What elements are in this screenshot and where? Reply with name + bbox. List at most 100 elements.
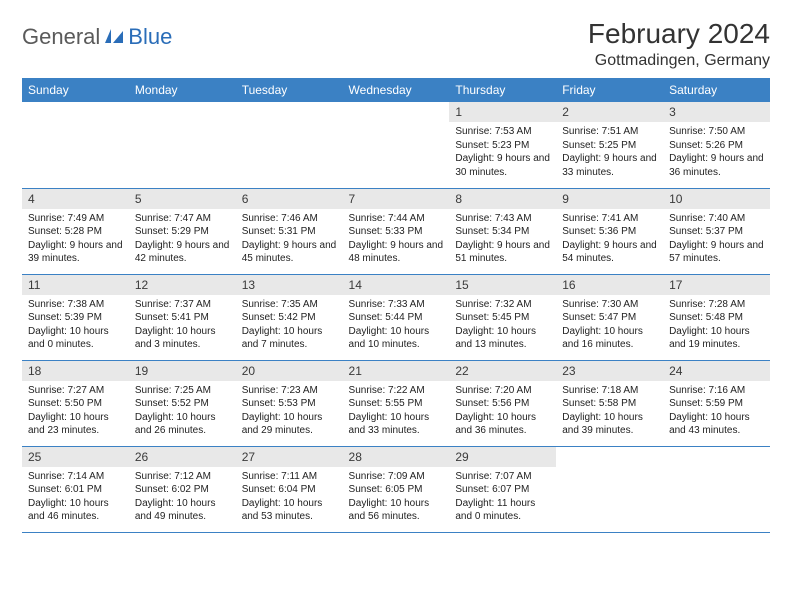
day-number: 1	[449, 102, 556, 122]
day-number: 8	[449, 189, 556, 209]
calendar-day-cell: 2Sunrise: 7:51 AMSunset: 5:25 PMDaylight…	[556, 102, 663, 188]
day-sun-info: Sunrise: 7:11 AMSunset: 6:04 PMDaylight:…	[236, 467, 343, 528]
weekday-header: Saturday	[663, 78, 770, 102]
day-number: 21	[343, 361, 450, 381]
day-sun-info: Sunrise: 7:49 AMSunset: 5:28 PMDaylight:…	[22, 209, 129, 270]
calendar-day-cell: 7Sunrise: 7:44 AMSunset: 5:33 PMDaylight…	[343, 188, 450, 274]
day-sun-info: Sunrise: 7:30 AMSunset: 5:47 PMDaylight:…	[556, 295, 663, 356]
day-number: 18	[22, 361, 129, 381]
calendar-day-cell: 23Sunrise: 7:18 AMSunset: 5:58 PMDayligh…	[556, 360, 663, 446]
logo: General Blue	[22, 24, 172, 50]
day-sun-info: Sunrise: 7:14 AMSunset: 6:01 PMDaylight:…	[22, 467, 129, 528]
day-sun-info: Sunrise: 7:38 AMSunset: 5:39 PMDaylight:…	[22, 295, 129, 356]
calendar-week-row: 1Sunrise: 7:53 AMSunset: 5:23 PMDaylight…	[22, 102, 770, 188]
logo-text-general: General	[22, 24, 100, 50]
calendar-day-cell	[129, 102, 236, 188]
day-number: 11	[22, 275, 129, 295]
day-number: 17	[663, 275, 770, 295]
day-number: 23	[556, 361, 663, 381]
day-sun-info: Sunrise: 7:12 AMSunset: 6:02 PMDaylight:…	[129, 467, 236, 528]
calendar-day-cell: 22Sunrise: 7:20 AMSunset: 5:56 PMDayligh…	[449, 360, 556, 446]
day-number: 9	[556, 189, 663, 209]
day-number	[22, 102, 129, 122]
day-number: 5	[129, 189, 236, 209]
day-sun-info: Sunrise: 7:46 AMSunset: 5:31 PMDaylight:…	[236, 209, 343, 270]
day-number: 22	[449, 361, 556, 381]
month-year-title: February 2024	[588, 18, 770, 50]
calendar-day-cell	[556, 446, 663, 532]
calendar-day-cell: 1Sunrise: 7:53 AMSunset: 5:23 PMDaylight…	[449, 102, 556, 188]
day-sun-info: Sunrise: 7:27 AMSunset: 5:50 PMDaylight:…	[22, 381, 129, 442]
day-number	[343, 102, 450, 122]
day-sun-info: Sunrise: 7:18 AMSunset: 5:58 PMDaylight:…	[556, 381, 663, 442]
calendar-day-cell: 11Sunrise: 7:38 AMSunset: 5:39 PMDayligh…	[22, 274, 129, 360]
calendar-day-cell	[663, 446, 770, 532]
calendar-day-cell: 6Sunrise: 7:46 AMSunset: 5:31 PMDaylight…	[236, 188, 343, 274]
calendar-week-row: 4Sunrise: 7:49 AMSunset: 5:28 PMDaylight…	[22, 188, 770, 274]
day-number: 15	[449, 275, 556, 295]
day-number: 26	[129, 447, 236, 467]
day-number	[236, 102, 343, 122]
day-number	[129, 102, 236, 122]
calendar-day-cell: 5Sunrise: 7:47 AMSunset: 5:29 PMDaylight…	[129, 188, 236, 274]
calendar-day-cell: 27Sunrise: 7:11 AMSunset: 6:04 PMDayligh…	[236, 446, 343, 532]
calendar-week-row: 18Sunrise: 7:27 AMSunset: 5:50 PMDayligh…	[22, 360, 770, 446]
logo-text-blue: Blue	[128, 24, 172, 50]
day-number: 28	[343, 447, 450, 467]
calendar-day-cell: 29Sunrise: 7:07 AMSunset: 6:07 PMDayligh…	[449, 446, 556, 532]
day-number: 3	[663, 102, 770, 122]
day-number: 20	[236, 361, 343, 381]
weekday-header: Tuesday	[236, 78, 343, 102]
calendar-day-cell: 13Sunrise: 7:35 AMSunset: 5:42 PMDayligh…	[236, 274, 343, 360]
day-sun-info: Sunrise: 7:53 AMSunset: 5:23 PMDaylight:…	[449, 122, 556, 183]
calendar-day-cell: 9Sunrise: 7:41 AMSunset: 5:36 PMDaylight…	[556, 188, 663, 274]
calendar-day-cell	[236, 102, 343, 188]
weekday-header: Thursday	[449, 78, 556, 102]
calendar-day-cell: 26Sunrise: 7:12 AMSunset: 6:02 PMDayligh…	[129, 446, 236, 532]
day-number: 25	[22, 447, 129, 467]
day-sun-info: Sunrise: 7:23 AMSunset: 5:53 PMDaylight:…	[236, 381, 343, 442]
day-sun-info: Sunrise: 7:25 AMSunset: 5:52 PMDaylight:…	[129, 381, 236, 442]
day-number: 2	[556, 102, 663, 122]
day-sun-info: Sunrise: 7:22 AMSunset: 5:55 PMDaylight:…	[343, 381, 450, 442]
calendar-day-cell: 15Sunrise: 7:32 AMSunset: 5:45 PMDayligh…	[449, 274, 556, 360]
day-sun-info: Sunrise: 7:47 AMSunset: 5:29 PMDaylight:…	[129, 209, 236, 270]
calendar-week-row: 25Sunrise: 7:14 AMSunset: 6:01 PMDayligh…	[22, 446, 770, 532]
logo-sail-icon	[103, 25, 125, 50]
day-number: 4	[22, 189, 129, 209]
calendar-day-cell: 10Sunrise: 7:40 AMSunset: 5:37 PMDayligh…	[663, 188, 770, 274]
day-sun-info: Sunrise: 7:43 AMSunset: 5:34 PMDaylight:…	[449, 209, 556, 270]
day-sun-info: Sunrise: 7:37 AMSunset: 5:41 PMDaylight:…	[129, 295, 236, 356]
calendar-week-row: 11Sunrise: 7:38 AMSunset: 5:39 PMDayligh…	[22, 274, 770, 360]
day-number: 24	[663, 361, 770, 381]
day-sun-info: Sunrise: 7:44 AMSunset: 5:33 PMDaylight:…	[343, 209, 450, 270]
calendar-day-cell: 20Sunrise: 7:23 AMSunset: 5:53 PMDayligh…	[236, 360, 343, 446]
day-number: 27	[236, 447, 343, 467]
day-number: 29	[449, 447, 556, 467]
calendar-day-cell	[343, 102, 450, 188]
day-number: 14	[343, 275, 450, 295]
weekday-header: Monday	[129, 78, 236, 102]
calendar-day-cell: 4Sunrise: 7:49 AMSunset: 5:28 PMDaylight…	[22, 188, 129, 274]
day-number: 13	[236, 275, 343, 295]
day-number: 19	[129, 361, 236, 381]
day-sun-info: Sunrise: 7:50 AMSunset: 5:26 PMDaylight:…	[663, 122, 770, 183]
day-sun-info: Sunrise: 7:33 AMSunset: 5:44 PMDaylight:…	[343, 295, 450, 356]
day-sun-info: Sunrise: 7:40 AMSunset: 5:37 PMDaylight:…	[663, 209, 770, 270]
day-number: 12	[129, 275, 236, 295]
weekday-header-row: SundayMondayTuesdayWednesdayThursdayFrid…	[22, 78, 770, 102]
calendar-day-cell: 28Sunrise: 7:09 AMSunset: 6:05 PMDayligh…	[343, 446, 450, 532]
calendar-day-cell: 25Sunrise: 7:14 AMSunset: 6:01 PMDayligh…	[22, 446, 129, 532]
day-sun-info: Sunrise: 7:35 AMSunset: 5:42 PMDaylight:…	[236, 295, 343, 356]
calendar-day-cell: 19Sunrise: 7:25 AMSunset: 5:52 PMDayligh…	[129, 360, 236, 446]
calendar-day-cell: 24Sunrise: 7:16 AMSunset: 5:59 PMDayligh…	[663, 360, 770, 446]
calendar-day-cell: 12Sunrise: 7:37 AMSunset: 5:41 PMDayligh…	[129, 274, 236, 360]
day-number: 10	[663, 189, 770, 209]
day-sun-info: Sunrise: 7:28 AMSunset: 5:48 PMDaylight:…	[663, 295, 770, 356]
day-sun-info: Sunrise: 7:09 AMSunset: 6:05 PMDaylight:…	[343, 467, 450, 528]
day-number: 7	[343, 189, 450, 209]
calendar-day-cell	[22, 102, 129, 188]
weekday-header: Friday	[556, 78, 663, 102]
location-label: Gottmadingen, Germany	[588, 52, 770, 70]
calendar-day-cell: 3Sunrise: 7:50 AMSunset: 5:26 PMDaylight…	[663, 102, 770, 188]
